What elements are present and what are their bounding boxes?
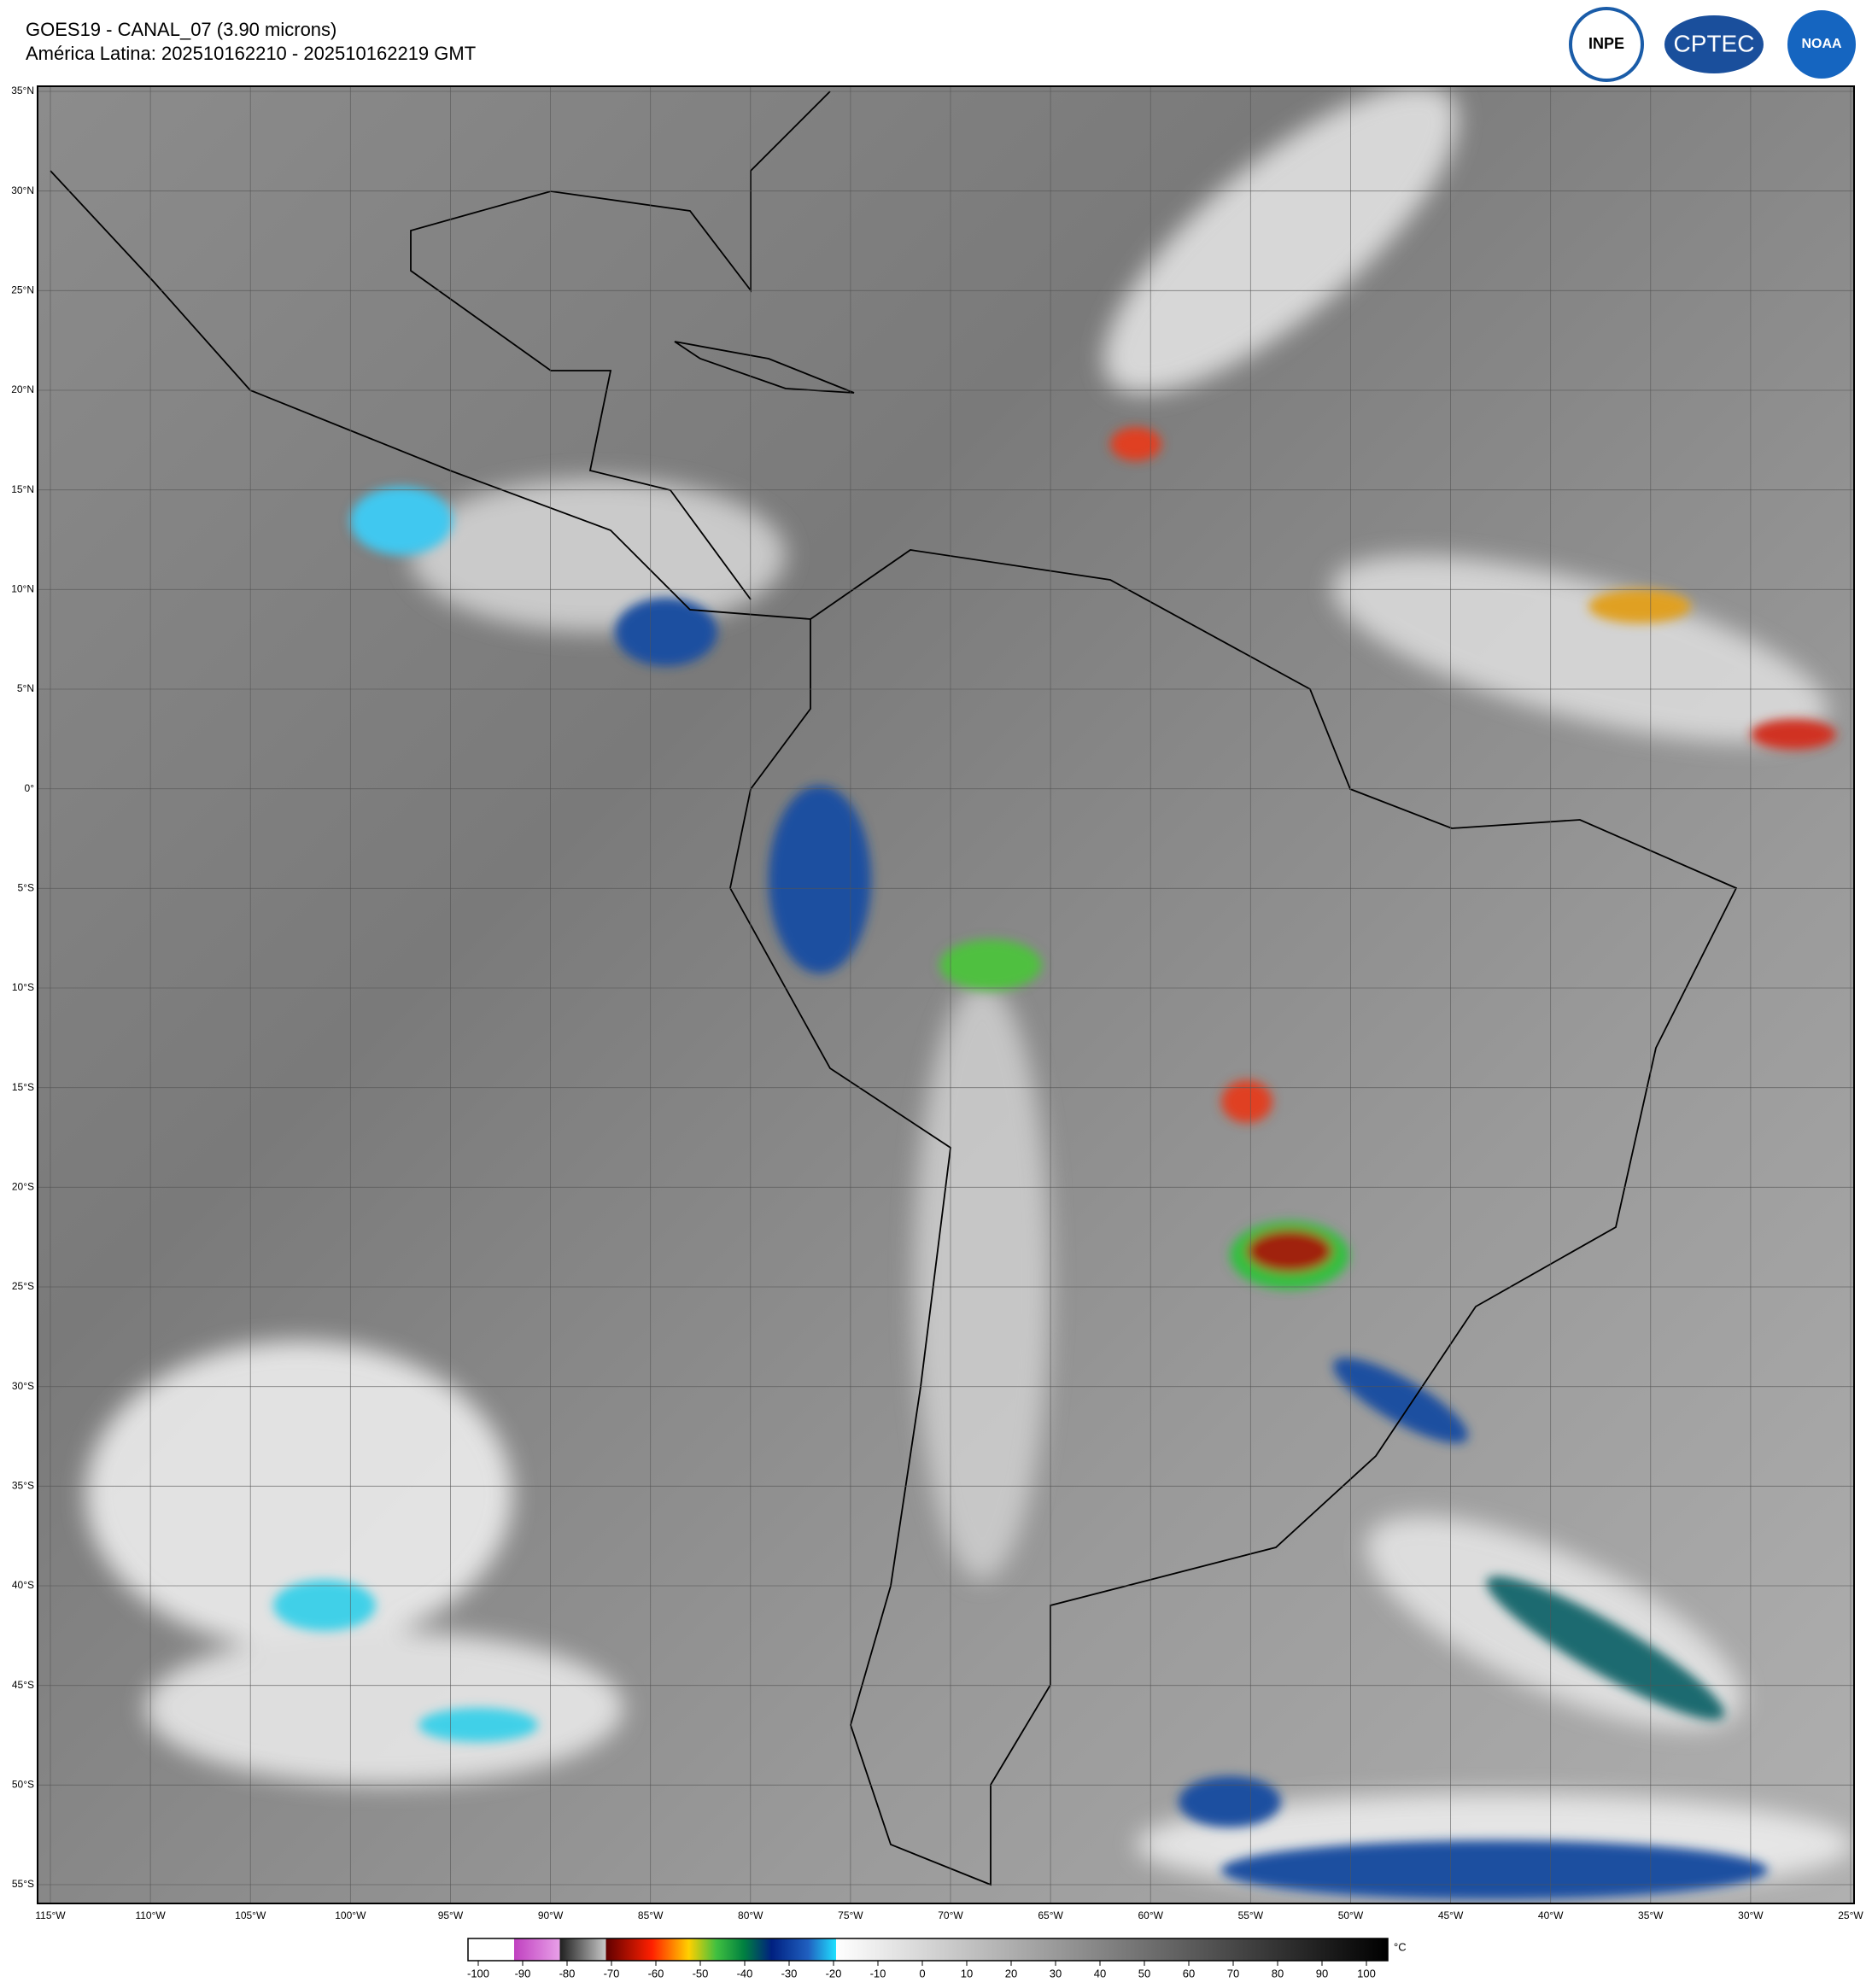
- graticule: [38, 86, 1854, 1903]
- lat-label: 10°S: [12, 981, 34, 993]
- logo-text: INPE: [1588, 35, 1624, 52]
- lat-label: 10°N: [11, 583, 34, 595]
- lon-label: 115°W: [35, 1909, 66, 1921]
- lat-label: 5°N: [17, 682, 34, 694]
- satellite-image: [38, 86, 1854, 1903]
- logo-text: CPTEC: [1674, 30, 1755, 56]
- map-frame: [37, 85, 1855, 1904]
- lat-label: 25°N: [11, 284, 34, 296]
- lat-label: 0°: [25, 782, 35, 794]
- colorbar-tick-label: 10: [961, 1967, 973, 1979]
- lat-label: 30°S: [12, 1380, 34, 1392]
- colorbar-tick-label: -20: [826, 1967, 842, 1979]
- colorbar-tick-label: 80: [1272, 1967, 1284, 1979]
- logo: INPE: [1569, 7, 1644, 82]
- title: GOES19 - CANAL_07 (3.90 microns): [26, 19, 336, 40]
- lon-label: 35°W: [1638, 1909, 1664, 1921]
- logo: CPTEC: [1664, 15, 1764, 73]
- colorbar-tick-label: 0: [919, 1967, 925, 1979]
- colorbar-tick-label: -50: [693, 1967, 709, 1979]
- colorbar-tick-label: -40: [737, 1967, 753, 1979]
- colorbar-tick-label: -80: [559, 1967, 576, 1979]
- lat-label: 35°S: [12, 1480, 34, 1492]
- logo: NOAA: [1784, 7, 1859, 82]
- colorbar-tick-label: -30: [781, 1967, 798, 1979]
- lon-label: 100°W: [335, 1909, 366, 1921]
- colorbar-tick-label: 30: [1050, 1967, 1062, 1979]
- lat-label: 35°N: [11, 85, 34, 96]
- colorbar-tick-label: 70: [1227, 1967, 1239, 1979]
- colorbar-scale: [467, 1938, 1389, 1962]
- lat-label: 55°S: [12, 1878, 34, 1890]
- lon-label: 95°W: [438, 1909, 464, 1921]
- lat-label: 15°S: [12, 1081, 34, 1093]
- lat-label: 15°N: [11, 483, 34, 495]
- lon-label: 90°W: [538, 1909, 564, 1921]
- lat-label: 5°S: [18, 882, 34, 894]
- lat-label: 50°S: [12, 1779, 34, 1791]
- colorbar-unit: °C: [1394, 1940, 1407, 1953]
- lon-label: 25°W: [1838, 1909, 1863, 1921]
- lon-label: 70°W: [938, 1909, 963, 1921]
- lon-label: 110°W: [135, 1909, 166, 1921]
- lon-label: 50°W: [1338, 1909, 1364, 1921]
- colorbar-tick-label: -70: [604, 1967, 620, 1979]
- logo-text: NOAA: [1801, 37, 1842, 51]
- lon-label: 40°W: [1538, 1909, 1564, 1921]
- colorbar-tick-label: 90: [1316, 1967, 1328, 1979]
- lon-label: 45°W: [1438, 1909, 1464, 1921]
- colorbar-tick-label: 20: [1005, 1967, 1017, 1979]
- colorbar-tick-label: 60: [1183, 1967, 1195, 1979]
- colorbar-tick-label: 40: [1094, 1967, 1106, 1979]
- lon-label: 60°W: [1138, 1909, 1163, 1921]
- header: GOES19 - CANAL_07 (3.90 microns) América…: [26, 7, 1859, 82]
- colorbar-tick-label: -100: [467, 1967, 489, 1979]
- colorbar-tick-label: 50: [1138, 1967, 1150, 1979]
- lon-label: 30°W: [1738, 1909, 1764, 1921]
- lat-label: 25°S: [12, 1280, 34, 1292]
- lat-label: 40°S: [12, 1579, 34, 1591]
- subtitle: América Latina: 202510162210 - 202510162…: [26, 43, 476, 64]
- colorbar-tick-label: -60: [648, 1967, 664, 1979]
- lat-label: 20°N: [11, 383, 34, 395]
- colorbar-tick-label: 100: [1357, 1967, 1376, 1979]
- colorbar: °C: [467, 1938, 1407, 1962]
- lon-label: 85°W: [638, 1909, 664, 1921]
- lat-label: 30°N: [11, 184, 34, 196]
- colorbar-tick-label: -90: [515, 1967, 531, 1979]
- colorbar-tick-label: -10: [870, 1967, 886, 1979]
- lon-label: 65°W: [1038, 1909, 1063, 1921]
- lat-label: 45°S: [12, 1679, 34, 1691]
- lon-label: 105°W: [235, 1909, 266, 1921]
- lon-label: 80°W: [738, 1909, 763, 1921]
- lat-label: 20°S: [12, 1181, 34, 1193]
- lon-label: 75°W: [838, 1909, 863, 1921]
- lon-label: 55°W: [1238, 1909, 1264, 1921]
